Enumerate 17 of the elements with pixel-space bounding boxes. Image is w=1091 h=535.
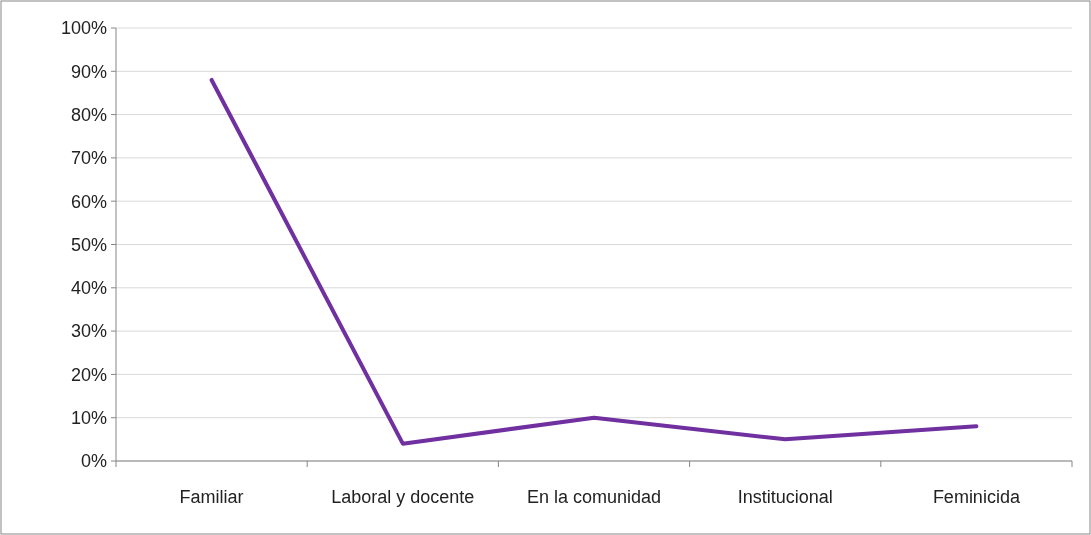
y-tick-label: 80% — [70, 104, 107, 125]
y-tick-label: 90% — [70, 61, 107, 82]
y-tick-label: 70% — [70, 148, 107, 169]
x-tick-label: Feminicida — [932, 487, 1021, 507]
x-tick-label: Laboral y docente — [331, 487, 475, 507]
y-tick-label: 40% — [70, 278, 107, 299]
x-tick-label: Familiar — [179, 487, 244, 507]
y-tick-label: 30% — [70, 321, 107, 342]
y-tick-label: 0% — [80, 451, 107, 472]
y-tick-label: 50% — [70, 234, 107, 255]
line-series — [209, 77, 979, 446]
y-tick-label: 60% — [70, 191, 107, 212]
y-tick-label: 100% — [60, 18, 107, 39]
x-tick-label: Institucional — [737, 487, 833, 507]
x-tick-label: En la comunidad — [526, 487, 662, 507]
y-tick-label: 10% — [70, 408, 107, 428]
y-tick-label: 20% — [70, 364, 107, 385]
